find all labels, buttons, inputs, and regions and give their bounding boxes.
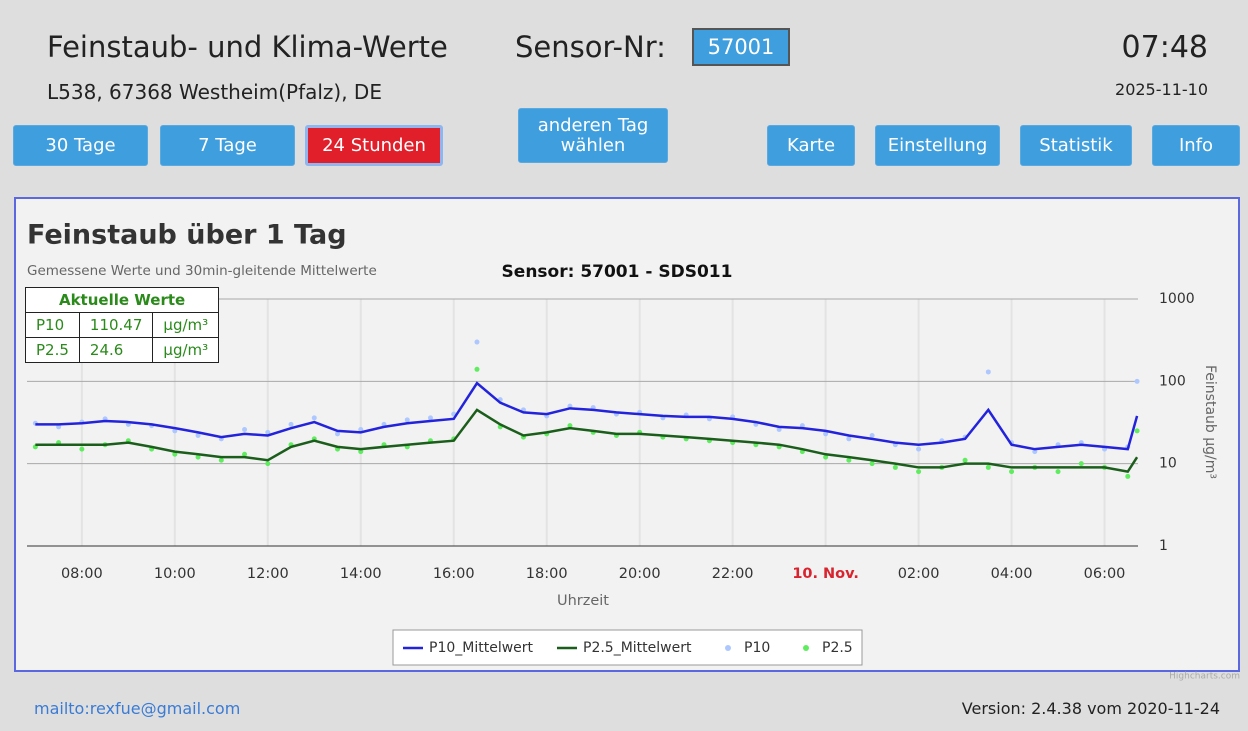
legend-label: P2.5_Mittelwert	[583, 640, 692, 656]
series-line	[35, 381, 1139, 451]
point	[1009, 469, 1015, 475]
point	[1134, 428, 1140, 434]
x-tick-label: 10. Nov.	[792, 566, 859, 582]
legend-label: P2.5	[822, 640, 853, 656]
point	[195, 454, 201, 460]
point	[567, 423, 573, 429]
chart-title: Feinstaub über 1 Tag	[27, 220, 347, 251]
chart-subtitle: Gemessene Werte und 30min-gleitende Mitt…	[27, 263, 377, 279]
point	[218, 457, 224, 463]
cell: 24.6	[78, 337, 154, 363]
sensor-title: Sensor: 57001 - SDS011	[502, 262, 733, 282]
point	[1032, 449, 1038, 455]
current-values: Aktuelle Werte P10 110.47 µg/m³ P2.5 24.6 µg…	[24, 287, 220, 363]
point	[869, 432, 875, 438]
sensor-label: Sensor-Nr:	[515, 30, 666, 64]
point	[79, 446, 85, 452]
address: L538, 67368 Westheim(Pfalz), DE	[47, 80, 382, 104]
point	[474, 366, 480, 372]
point	[288, 421, 294, 427]
nav-button[interactable]: 24 Stunden	[305, 125, 443, 166]
point	[846, 436, 852, 442]
point	[404, 417, 410, 423]
x-tick-label: 10:00	[154, 566, 196, 582]
nav-button[interactable]: 30 Tage	[13, 125, 148, 166]
y-tick-label: 10	[1159, 456, 1177, 472]
version: Version: 2.4.38 vom 2020-11-24	[961, 699, 1220, 718]
cell: µg/m³	[152, 337, 220, 363]
legend-swatch	[725, 645, 731, 651]
point	[776, 427, 782, 433]
nav-button[interactable]: Info	[1152, 125, 1240, 166]
x-tick-label: 18:00	[526, 566, 568, 582]
legend-swatch	[803, 645, 809, 651]
x-tick-label: 04:00	[991, 566, 1033, 582]
point	[869, 461, 875, 467]
point	[474, 339, 480, 345]
point	[265, 461, 271, 467]
sensor-id[interactable]: 57001	[692, 28, 790, 66]
legend-box	[392, 629, 863, 666]
point	[823, 454, 829, 460]
x-tick-label: 14:00	[340, 566, 382, 582]
series-line	[35, 408, 1139, 474]
point	[1125, 473, 1131, 479]
point	[985, 369, 991, 375]
x-tick-label: 12:00	[247, 566, 289, 582]
x-tick-label: 16:00	[433, 566, 475, 582]
x-tick-label: 20:00	[619, 566, 661, 582]
email-link[interactable]: mailto:rexfue@gmail.com	[34, 699, 241, 718]
legend-label: P10_Mittelwert	[429, 640, 534, 656]
x-axis-label: Uhrzeit	[557, 593, 609, 609]
date: 2025-11-10	[1115, 80, 1208, 99]
point	[335, 431, 341, 437]
page-title: Feinstaub- und Klima-Werte	[47, 30, 448, 64]
x-tick-label: 02:00	[898, 566, 940, 582]
point	[195, 432, 201, 438]
x-tick-label: 08:00	[61, 566, 103, 582]
point	[265, 429, 271, 435]
point	[358, 427, 364, 433]
nav-button[interactable]: 7 Tage	[160, 125, 295, 166]
point	[985, 464, 991, 470]
point	[892, 464, 898, 470]
cell: P2.5	[25, 337, 80, 363]
nav-button[interactable]: Statistik	[1020, 125, 1132, 166]
nav-button[interactable]: anderen Tag wählen	[518, 108, 668, 163]
legend-label: P10	[744, 640, 770, 656]
y-axis-label: Feinstaub µg/m³	[1202, 365, 1218, 479]
point	[962, 457, 968, 463]
point	[242, 427, 248, 433]
point	[311, 415, 317, 421]
y-tick-label: 1000	[1159, 291, 1195, 307]
current-title: Aktuelle Werte	[24, 287, 220, 313]
cell: P10	[25, 312, 80, 338]
point	[823, 431, 829, 437]
nav-button[interactable]: Karte	[767, 125, 855, 166]
y-tick-label: 1	[1159, 538, 1168, 554]
point	[1134, 378, 1140, 384]
y-tick-label: 100	[1159, 373, 1186, 389]
point	[358, 449, 364, 455]
point	[1055, 469, 1061, 475]
nav-button[interactable]: Einstellung	[875, 125, 1000, 166]
point	[916, 469, 922, 475]
credit: Highcharts.com	[1169, 672, 1240, 682]
x-tick-label: 22:00	[712, 566, 754, 582]
point	[1078, 461, 1084, 467]
cell: 110.47	[78, 312, 154, 338]
point	[846, 457, 852, 463]
point	[172, 428, 178, 434]
point	[916, 446, 922, 452]
point	[242, 451, 248, 457]
point	[427, 415, 433, 421]
cell: µg/m³	[152, 312, 220, 338]
clock: 07:48	[1121, 30, 1208, 65]
x-tick-label: 06:00	[1084, 566, 1126, 582]
